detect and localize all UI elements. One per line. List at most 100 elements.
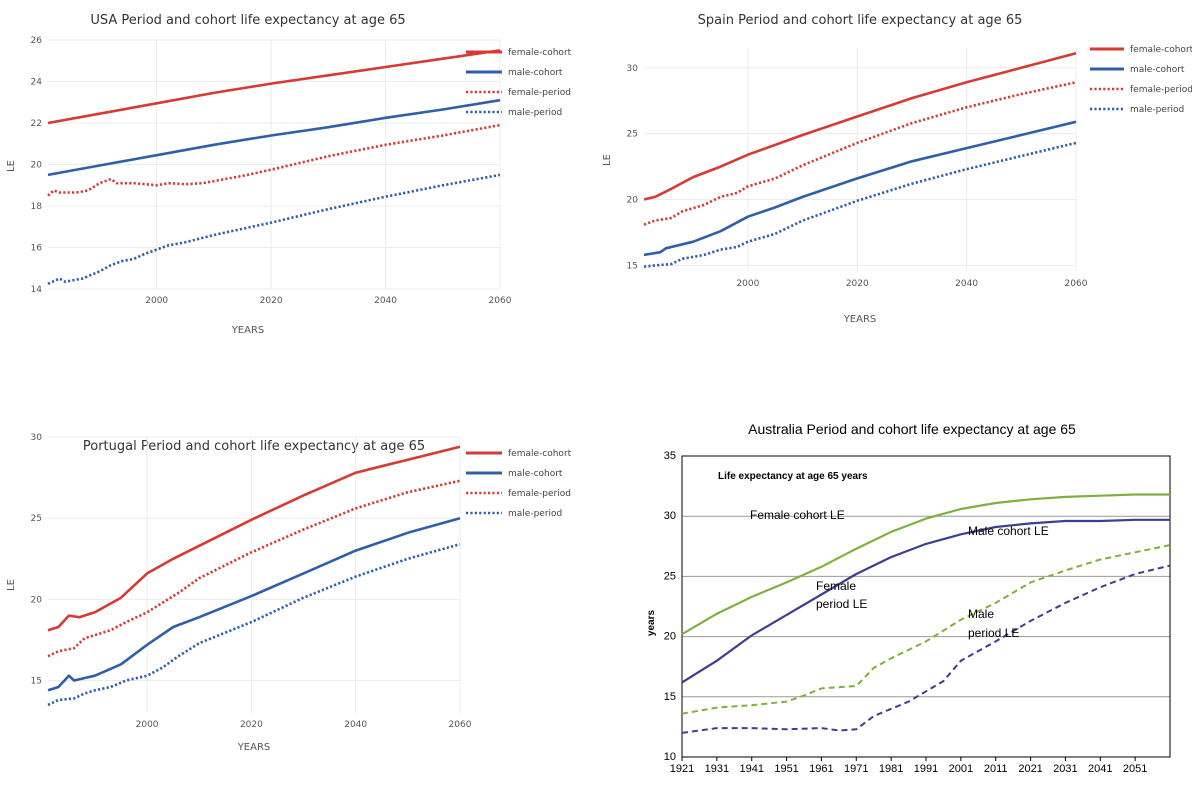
legend-label-male-period: male-period xyxy=(1130,105,1184,115)
annotation-male: Male xyxy=(968,607,994,621)
x-tick-label: 2041 xyxy=(1088,763,1112,775)
y-tick-label: 30 xyxy=(627,64,639,74)
legend-label-female-cohort: female-cohort xyxy=(508,449,572,459)
chart-title: USA Period and cohort life expectancy at… xyxy=(90,13,405,28)
australia-chart-panel: Australia Period and cohort life expecta… xyxy=(596,393,1192,787)
x-tick-label: 2000 xyxy=(145,296,168,306)
y-tick-label: 16 xyxy=(31,244,43,254)
legend-label-female-cohort: female-cohort xyxy=(508,48,572,58)
series-line-male-period xyxy=(47,173,501,285)
series-line-female-cohort xyxy=(643,52,1077,201)
legend-label-female-period: female-period xyxy=(1130,85,1192,95)
y-tick-label: 20 xyxy=(664,631,676,643)
plot-frame xyxy=(681,455,1171,758)
series-line-female-cohort xyxy=(47,445,461,632)
y-tick-label: 26 xyxy=(31,36,43,46)
y-tick-label: 20 xyxy=(31,595,43,605)
annotation-period-le: period LE xyxy=(816,597,867,611)
australia-life-expectancy-chart: Australia Period and cohort life expecta… xyxy=(646,421,1171,775)
y-tick-label: 15 xyxy=(31,677,42,687)
portugal-chart-panel: Portugal Period and cohort life expectan… xyxy=(0,393,596,787)
x-tick-label: 2011 xyxy=(984,763,1008,775)
x-tick-label: 2020 xyxy=(260,296,283,306)
spain-chart-panel: Spain Period and cohort life expectancy … xyxy=(596,0,1192,393)
annotation-male-cohort-le: Male cohort LE xyxy=(968,524,1049,538)
annotation-period-le: period LE xyxy=(968,626,1019,640)
x-tick-label: 2031 xyxy=(1053,763,1077,775)
y-tick-label: 15 xyxy=(664,691,676,703)
x-tick-label: 2021 xyxy=(1018,763,1042,775)
x-tick-label: 2040 xyxy=(374,296,397,306)
y-axis-label: LE xyxy=(6,579,17,591)
usa-chart-panel: USA Period and cohort life expectancy at… xyxy=(0,0,596,393)
legend-label-female-cohort: female-cohort xyxy=(1130,45,1192,55)
y-tick-label: 22 xyxy=(31,119,42,129)
x-tick-label: 2020 xyxy=(240,720,263,730)
x-tick-label: 2040 xyxy=(344,720,367,730)
chart-title: Spain Period and cohort life expectancy … xyxy=(698,13,1023,28)
x-tick-label: 2060 xyxy=(1065,279,1088,289)
x-tick-label: 1971 xyxy=(844,763,868,775)
y-axis-label: LE xyxy=(6,160,17,172)
x-axis-label: YEARS xyxy=(231,325,265,336)
annotation-female: Female xyxy=(816,579,856,593)
x-tick-label: 2000 xyxy=(736,279,759,289)
x-tick-label: 2040 xyxy=(955,279,978,289)
y-tick-label: 35 xyxy=(664,450,676,462)
y-axis-label: LE xyxy=(602,154,613,166)
y-tick-label: 24 xyxy=(31,78,43,88)
portugal-life-expectancy-chart: Portugal Period and cohort life expectan… xyxy=(6,433,572,753)
x-tick-label: 1931 xyxy=(705,763,729,775)
chart-title: Portugal Period and cohort life expectan… xyxy=(83,439,425,454)
inner-title: Life expectancy at age 65 years xyxy=(718,471,868,482)
x-axis-label: YEARS xyxy=(843,314,877,325)
x-axis-label: YEARS xyxy=(237,742,271,753)
series-line-male-cohort xyxy=(47,516,461,692)
y-tick-label: 30 xyxy=(664,510,676,522)
spain-life-expectancy-chart: Spain Period and cohort life expectancy … xyxy=(602,13,1192,325)
legend-label-female-period: female-period xyxy=(508,88,571,98)
y-tick-label: 25 xyxy=(664,570,676,582)
y-tick-label: 30 xyxy=(31,433,43,443)
usa-life-expectancy-chart: USA Period and cohort life expectancy at… xyxy=(6,13,572,336)
y-tick-label: 15 xyxy=(627,261,638,271)
legend-label-male-cohort: male-cohort xyxy=(1130,65,1185,75)
x-tick-label: 1991 xyxy=(914,763,938,775)
x-tick-label: 2000 xyxy=(136,720,159,730)
x-tick-label: 1941 xyxy=(739,763,763,775)
y-tick-label: 10 xyxy=(664,751,676,763)
legend-label-male-cohort: male-cohort xyxy=(508,68,563,78)
series-line-female-cohort xyxy=(47,49,501,125)
legend-label-male-cohort: male-cohort xyxy=(508,469,563,479)
series-line-male-period-le xyxy=(681,564,1171,734)
y-tick-label: 18 xyxy=(31,202,43,212)
series-line-male-cohort xyxy=(643,120,1077,257)
y-tick-label: 25 xyxy=(31,514,42,524)
legend-label-female-period: female-period xyxy=(508,489,571,499)
x-tick-label: 1961 xyxy=(809,763,833,775)
x-tick-label: 1981 xyxy=(879,763,903,775)
x-tick-label: 1921 xyxy=(670,763,694,775)
y-tick-label: 20 xyxy=(31,161,43,171)
y-tick-label: 25 xyxy=(627,130,638,140)
x-tick-label: 2020 xyxy=(846,279,869,289)
series-line-female-period xyxy=(47,479,461,658)
legend-label-male-period: male-period xyxy=(508,509,562,519)
series-line-male-cohort-le xyxy=(681,518,1170,684)
chart-title: Australia Period and cohort life expecta… xyxy=(748,421,1076,437)
y-tick-label: 14 xyxy=(31,285,43,295)
legend-label-male-period: male-period xyxy=(508,108,562,118)
y-axis-label: years xyxy=(646,609,657,636)
x-tick-label: 2001 xyxy=(949,763,973,775)
x-tick-label: 2060 xyxy=(449,720,472,730)
series-line-female-cohort-le xyxy=(681,493,1170,636)
series-line-male-cohort xyxy=(47,98,501,177)
series-line-female-period-le xyxy=(681,544,1171,715)
x-tick-label: 1951 xyxy=(774,763,798,775)
x-tick-label: 2051 xyxy=(1123,763,1147,775)
annotation-female-cohort-le: Female cohort LE xyxy=(750,508,845,522)
x-tick-label: 2060 xyxy=(489,296,512,306)
series-line-female-period xyxy=(47,123,501,197)
series-line-male-period xyxy=(643,141,1077,268)
series-line-female-period xyxy=(643,81,1077,226)
